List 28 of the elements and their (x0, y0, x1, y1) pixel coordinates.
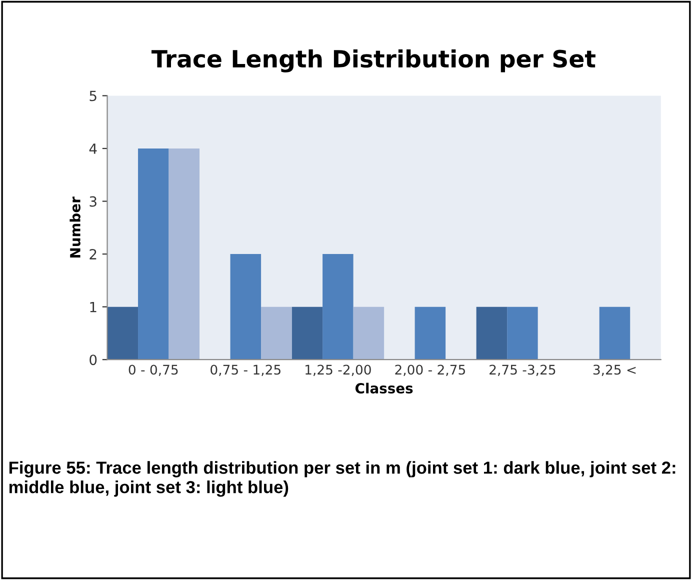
y-tick-label: 1 (90, 302, 96, 312)
y-axis-title: Number (70, 196, 80, 258)
bar (107, 306, 138, 360)
x-tick-label: 2,75 -3,25 (490, 364, 556, 376)
y-tick-label: 5 (90, 90, 96, 102)
caption: Figure 55: Trace length distribution per set in m (joint set 1: dark blue, joint set 2: middle blue, joint set 3: light blue) (9, 461, 676, 497)
y-tick-label: 0 (90, 354, 97, 366)
x-tick-label: 2,00 - 2,75 (395, 364, 465, 376)
x-tick-label: 1,25 -2,00 (306, 364, 371, 376)
bar (599, 306, 630, 360)
chart-title: Trace Length Distribution per Set (152, 49, 596, 72)
x-tick-label: 0,75 - 1,25 (210, 364, 280, 376)
y-tick-label: 2 (90, 249, 96, 260)
bar (292, 306, 323, 360)
bar (168, 148, 200, 360)
bar (261, 306, 292, 360)
bar (507, 306, 538, 360)
bar (138, 148, 169, 360)
x-axis-title: Classes (355, 382, 413, 394)
y-tick-label: 3 (90, 196, 96, 207)
bar (414, 306, 446, 360)
bar (353, 306, 384, 360)
bar (230, 254, 262, 360)
bar (322, 254, 354, 360)
x-tick-label: 3,25 < (593, 364, 636, 376)
y-tick-label: 4 (89, 144, 97, 154)
bar (476, 306, 508, 360)
x-tick-label: 0 - 0,75 (128, 364, 178, 376)
